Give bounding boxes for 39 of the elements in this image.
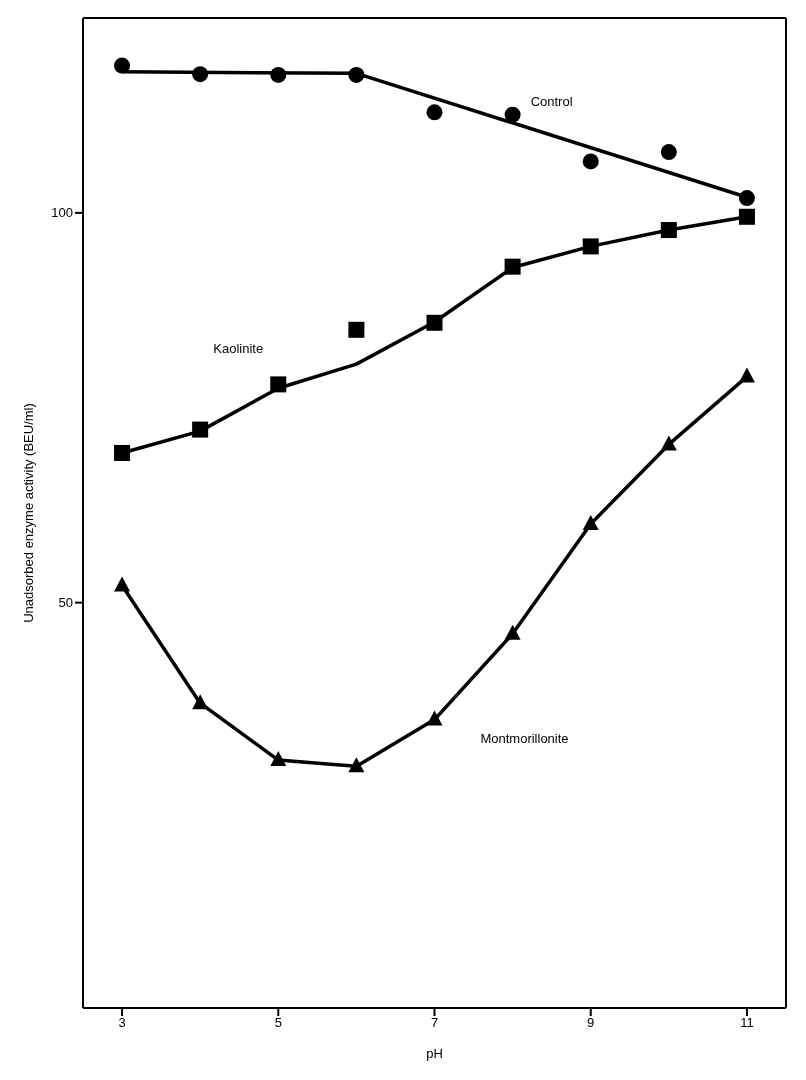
- point: [426, 314, 443, 331]
- point: [192, 694, 209, 710]
- x-axis-title: pH: [426, 1046, 443, 1061]
- point: [582, 238, 599, 255]
- point: [114, 576, 131, 592]
- x-tick-label: 11: [740, 1015, 754, 1031]
- x-tick-label: 9: [587, 1015, 595, 1031]
- x-tick-label: 7: [430, 1015, 439, 1031]
- point: [504, 624, 521, 640]
- point: [114, 444, 131, 461]
- point: [192, 421, 209, 438]
- point: [660, 144, 677, 161]
- text: Montmorillonite: [480, 731, 569, 747]
- point: [660, 222, 677, 239]
- point: [270, 66, 287, 83]
- point: [504, 106, 521, 123]
- point: [426, 104, 443, 121]
- point: [582, 153, 599, 170]
- point: [270, 751, 287, 767]
- point: [426, 710, 443, 726]
- y-axis-title: Unadsorbed enzyme activity (BEU/ml): [20, 403, 36, 623]
- point: [660, 435, 677, 451]
- point: [738, 367, 755, 383]
- x-tick-label: 5: [274, 1015, 282, 1031]
- point: [348, 321, 365, 338]
- y-tick-label: 100: [51, 205, 73, 221]
- series-label: Control: [530, 94, 573, 110]
- point: [114, 57, 131, 74]
- y-tick-label: 50: [58, 595, 73, 611]
- point: [504, 258, 521, 275]
- point: [192, 66, 209, 83]
- x-tick-label: 3: [118, 1015, 126, 1031]
- point: [348, 757, 365, 773]
- point: [738, 190, 755, 207]
- point: [270, 376, 287, 393]
- point: [348, 66, 365, 83]
- series-label: Kaolinite: [213, 340, 264, 356]
- point: [738, 208, 755, 225]
- point: [582, 514, 599, 530]
